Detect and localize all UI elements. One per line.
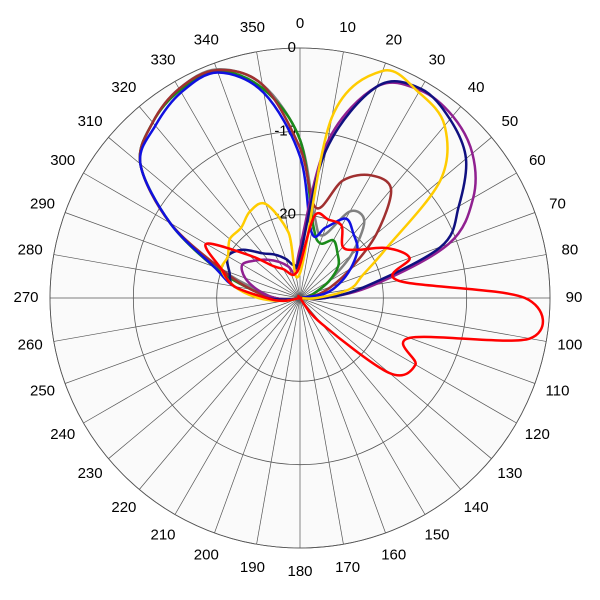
spoke xyxy=(299,297,492,459)
spoke xyxy=(299,137,492,299)
angle-label: 210 xyxy=(150,526,175,543)
spoke xyxy=(299,297,386,534)
pattern-line xyxy=(204,211,545,377)
spoke xyxy=(299,297,517,424)
angle-label: 330 xyxy=(150,52,175,69)
angle-label: 280 xyxy=(18,241,43,258)
spoke xyxy=(83,172,301,299)
spoke xyxy=(108,297,301,459)
angle-label: 70 xyxy=(549,195,566,212)
angle-label: 150 xyxy=(424,526,449,543)
angle-label: 290 xyxy=(30,195,55,212)
angle-label: 20 xyxy=(385,31,402,48)
spoke xyxy=(64,297,301,384)
angle-label: 230 xyxy=(78,465,103,482)
spoke xyxy=(139,297,301,490)
angle-label: 130 xyxy=(497,465,522,482)
angle-label: 340 xyxy=(194,31,219,48)
angle-label: 250 xyxy=(30,383,55,400)
spoke xyxy=(174,297,301,515)
angle-label: 220 xyxy=(111,499,136,516)
angle-label: 300 xyxy=(50,152,75,169)
angle-label: 60 xyxy=(529,152,546,169)
spoke xyxy=(256,297,301,545)
angle-label: 40 xyxy=(468,79,485,96)
spoke xyxy=(299,297,536,384)
angle-label: 100 xyxy=(557,337,582,354)
spoke xyxy=(299,172,517,299)
spoke xyxy=(83,297,301,424)
angle-label: 90 xyxy=(566,289,583,306)
spoke xyxy=(299,297,547,342)
spoke xyxy=(53,297,301,342)
angle-label: 350 xyxy=(240,19,265,36)
spoke xyxy=(299,297,426,515)
spoke xyxy=(299,81,426,299)
angle-label: 200 xyxy=(194,546,219,563)
spoke xyxy=(299,297,344,545)
spoke xyxy=(64,212,301,299)
angle-label: 320 xyxy=(111,79,136,96)
angle-label: 50 xyxy=(502,113,519,130)
angle-label: 270 xyxy=(13,289,38,306)
ring xyxy=(216,214,384,382)
angle-label: 160 xyxy=(381,546,406,563)
angle-label: 170 xyxy=(335,559,360,576)
angle-label: 30 xyxy=(429,52,446,69)
angle-label: 140 xyxy=(464,499,489,516)
spoke xyxy=(299,297,461,490)
angle-label: 180 xyxy=(287,563,312,580)
ring xyxy=(132,130,468,466)
spoke xyxy=(299,51,344,299)
angle-label: 240 xyxy=(50,426,75,443)
spoke xyxy=(214,297,301,534)
angle-label: 0 xyxy=(296,15,304,32)
angle-label: 110 xyxy=(546,383,570,400)
radial-label: 0 xyxy=(288,39,296,56)
angle-label: 120 xyxy=(525,426,550,443)
angle-label: 80 xyxy=(561,241,578,258)
ring xyxy=(49,47,551,549)
angle-label: 190 xyxy=(240,559,265,576)
angle-label: 10 xyxy=(339,19,356,36)
spoke xyxy=(299,106,461,299)
angle-label: 260 xyxy=(18,337,43,354)
spoke xyxy=(299,254,547,299)
angle-label: 310 xyxy=(78,113,103,130)
